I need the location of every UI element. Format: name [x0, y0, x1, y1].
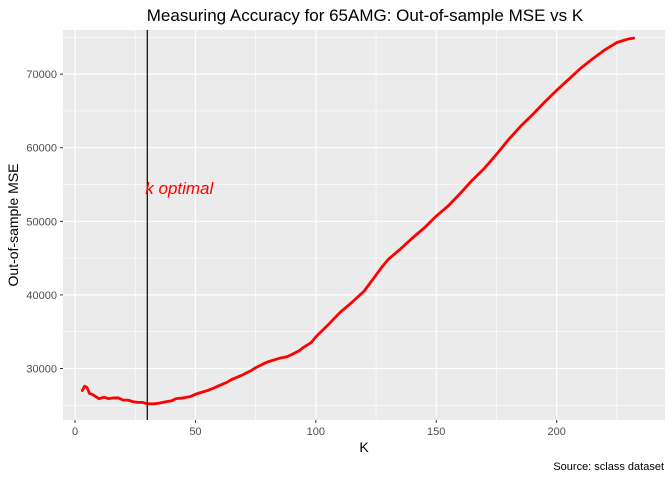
- y-tick-label: 50000: [26, 216, 57, 228]
- x-axis-ticks: 0 50 100 150 200: [72, 420, 566, 438]
- series-layer: [80, 36, 636, 406]
- y-tick-label: 70000: [26, 69, 57, 81]
- major-grid: [63, 30, 665, 420]
- x-tick-label: 200: [547, 426, 565, 438]
- series-line: [80, 36, 636, 406]
- x-tick-label: 150: [427, 426, 445, 438]
- y-tick-label: 30000: [26, 363, 57, 375]
- minor-grid: [63, 30, 665, 420]
- y-tick-label: 60000: [26, 143, 57, 155]
- y-axis-title: Out-of-sample MSE: [5, 164, 21, 287]
- caption: Source: sclass dataset: [553, 461, 664, 473]
- y-axis-ticks: 30000 40000 50000 60000 70000: [26, 69, 63, 375]
- plot-panel: [63, 30, 665, 420]
- y-tick-label: 40000: [26, 290, 57, 302]
- chart-title: Measuring Accuracy for 65AMG: Out-of-sam…: [147, 6, 584, 25]
- x-tick-label: 0: [72, 426, 78, 438]
- x-tick-label: 100: [307, 426, 325, 438]
- x-tick-label: 50: [189, 426, 201, 438]
- annotation-k-optimal: k optimal: [145, 179, 214, 198]
- x-axis-title: K: [359, 439, 369, 455]
